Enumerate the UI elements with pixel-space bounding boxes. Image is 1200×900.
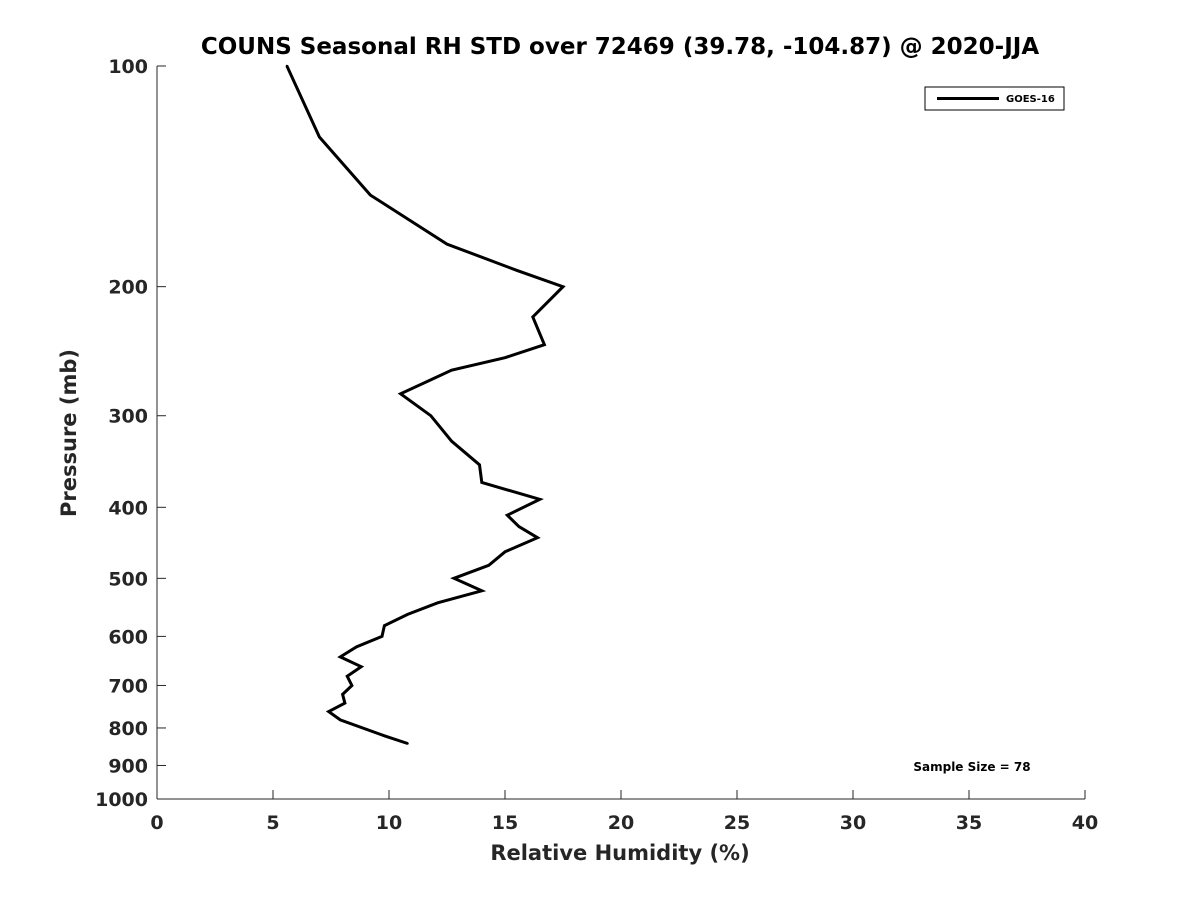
data-point [543, 343, 546, 346]
y-axis-label: Pressure (mb) [57, 349, 81, 517]
y-tick-label: 400 [108, 497, 148, 519]
data-point [531, 315, 534, 319]
x-tick-label: 10 [376, 812, 402, 834]
chart-title: COUNS Seasonal RH STD over 72469 (39.78,… [201, 34, 1039, 60]
data-point [538, 498, 541, 501]
data-point [478, 463, 481, 466]
y-tick-label: 700 [108, 675, 148, 697]
series-group [285, 64, 566, 745]
y-tick-label: 200 [108, 277, 148, 299]
sample-size-annotation: Sample Size = 78 [913, 760, 1030, 774]
data-point [515, 269, 518, 272]
y-tick-label: 500 [108, 568, 148, 590]
y-tick-label: 600 [108, 626, 148, 648]
data-point [406, 613, 409, 616]
data-point [383, 624, 386, 627]
data-point [480, 481, 483, 484]
data-point [445, 242, 449, 246]
y-tick-label: 800 [108, 718, 148, 740]
data-point [318, 135, 321, 139]
data-point [436, 601, 439, 604]
x-axis-ticks: 0 5 10 15 20 25 30 35 40 [150, 790, 1098, 834]
data-point [503, 550, 507, 553]
data-point [536, 536, 539, 539]
y-tick-label: 100 [108, 56, 148, 78]
x-tick-label: 0 [150, 812, 163, 834]
data-point [285, 64, 289, 68]
data-point [343, 701, 347, 705]
data-point [480, 589, 483, 592]
data-point [327, 710, 330, 713]
y-axis-ticks: 100 200 300 400 500 600 700 800 900 1000 [95, 56, 166, 811]
x-tick-label: 5 [266, 812, 279, 834]
data-point [339, 655, 342, 659]
y-tick-label: 1000 [95, 789, 148, 811]
data-point [561, 285, 565, 288]
x-tick-label: 35 [956, 812, 982, 834]
x-axis-label: Relative Humidity (%) [490, 841, 749, 865]
data-point [487, 564, 490, 567]
data-point [429, 414, 432, 417]
y-tick-label: 900 [108, 755, 148, 777]
data-point [506, 514, 509, 517]
legend-entry-label: GOES-16 [1006, 94, 1055, 105]
data-point [369, 193, 372, 197]
x-tick-label: 40 [1072, 812, 1098, 834]
data-point [383, 734, 386, 737]
data-point [406, 742, 409, 745]
series-line-goes-16 [285, 65, 566, 745]
data-point [503, 356, 507, 359]
x-tick-label: 25 [724, 812, 750, 834]
data-point [517, 525, 521, 528]
y-tick-label: 300 [108, 406, 148, 428]
data-point [355, 645, 358, 648]
x-tick-label: 15 [492, 812, 518, 834]
data-point [360, 665, 363, 668]
data-point [341, 693, 344, 696]
data-point [452, 577, 456, 580]
axes-frame [156, 66, 1085, 800]
data-point [450, 369, 453, 372]
data-point [350, 684, 354, 687]
x-tick-label: 30 [840, 812, 866, 834]
data-point [346, 675, 349, 678]
data-point [450, 440, 453, 443]
data-point [380, 635, 384, 638]
data-point [399, 392, 402, 395]
data-point [339, 718, 342, 722]
legend: GOES-16 [924, 86, 1065, 111]
x-tick-label: 20 [608, 812, 634, 834]
